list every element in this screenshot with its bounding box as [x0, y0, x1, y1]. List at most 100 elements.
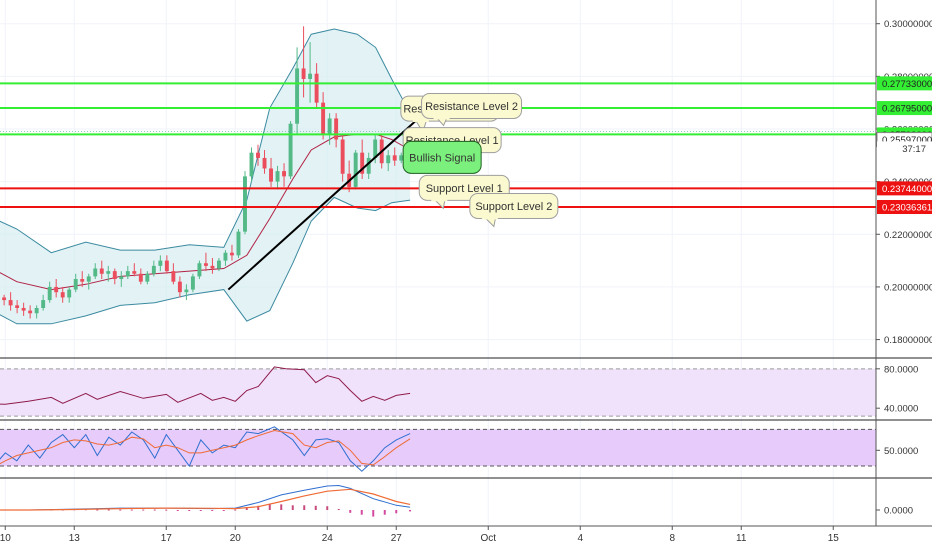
candle-body [158, 260, 163, 266]
macd-histogram-bar [130, 509, 133, 511]
candle-body [171, 271, 176, 282]
candle-body [190, 276, 195, 290]
date-tick-label: 15 [828, 533, 840, 544]
date-tick-label: 11 [736, 533, 747, 544]
rsi-line [0, 366, 411, 405]
candle-body [41, 300, 46, 308]
candle-body [177, 281, 182, 293]
price-level-tag-label: 0.25597000 [882, 135, 932, 146]
stoch-k-line [0, 426, 411, 472]
price-level-tag-label: 0.23036361 [882, 202, 932, 213]
callout-box [402, 140, 482, 174]
callout-label: Resistance Level 2 [425, 101, 518, 113]
candle-body [21, 307, 26, 311]
candle-body [360, 152, 365, 174]
candle-body [138, 273, 143, 282]
stoch-tick-label: 50.0000 [884, 446, 918, 457]
macd-histogram-bar [268, 503, 271, 510]
candle-body [119, 276, 124, 280]
macd-histogram-bar [153, 509, 156, 511]
callout-join [412, 118, 429, 123]
rsi-band-fill [0, 368, 876, 417]
macd-histogram-bar [211, 510, 214, 511]
candle-body [34, 307, 39, 314]
candle-body [67, 289, 72, 298]
macd-histogram-bar [291, 505, 294, 510]
candle-body [373, 139, 378, 158]
macd-histogram-bar [245, 507, 248, 510]
price-tick-label: 0.30000000 [884, 19, 932, 30]
candle-body [8, 300, 13, 306]
date-tick-label: 4 [577, 533, 583, 544]
callout-label: Bullish Signal [409, 152, 475, 164]
macd-histogram-bar [199, 510, 202, 511]
macd-histogram-bar [372, 510, 375, 517]
bollinger-lower-line [0, 196, 411, 325]
callout-box [421, 92, 523, 119]
callout-label: Support Level 2 [475, 201, 552, 213]
trendline [227, 119, 418, 291]
candle-body [340, 139, 345, 174]
candle-body [203, 263, 208, 266]
callout-join [431, 197, 448, 202]
macd-histogram-bar [176, 510, 179, 511]
price-level-tag-label: 0.27733000 [882, 79, 932, 90]
candle-body [93, 268, 98, 277]
candle-body [399, 155, 404, 161]
macd-histogram-bar [222, 510, 225, 511]
candle-body [386, 155, 391, 164]
macd-histogram-bar [395, 510, 398, 514]
price-level-tag-label: 0.26795000 [882, 104, 932, 115]
countdown-tag [877, 141, 932, 156]
price-tick-label: 0.22000000 [884, 230, 932, 241]
macd-histogram-bar [303, 505, 306, 510]
date-tick-label: 17 [161, 533, 173, 544]
candle-body [164, 260, 169, 272]
candle-body [125, 271, 130, 277]
date-tick-label: 8 [669, 533, 675, 544]
macd-histogram-bar [107, 509, 110, 511]
callout-bullish-signal: Bullish Signal [402, 140, 482, 174]
callout-join [433, 115, 450, 120]
candle-body [301, 68, 306, 79]
macd-histogram-bar [257, 505, 260, 510]
candle-body [28, 310, 33, 314]
macd-histogram-bar [383, 510, 386, 515]
callout-resistance-level-2: Resistance Level 2 [421, 92, 523, 127]
candle-body [314, 73, 319, 103]
date-tick-label: 13 [69, 533, 81, 544]
candle-body [275, 171, 280, 182]
candle-body [2, 297, 7, 301]
candle-body [86, 276, 91, 282]
rsi-tick-label: 40.0000 [884, 404, 918, 415]
candle-body [145, 273, 150, 282]
candle-body [54, 286, 59, 293]
macd-signal-line [0, 488, 411, 511]
date-tick-label: 24 [322, 533, 334, 544]
candle-body [327, 118, 332, 135]
candle-body [353, 152, 358, 187]
candle-body [392, 155, 397, 161]
candle-body [99, 268, 104, 274]
price-level-tag [877, 101, 932, 116]
callout-label: Support Level 1 [426, 183, 503, 195]
candle-body [73, 279, 78, 290]
macd-histogram-bar [165, 509, 168, 511]
price-level-tag [877, 181, 932, 196]
candle-body [308, 73, 313, 79]
macd-histogram-bar [314, 505, 317, 510]
candle-body [80, 279, 85, 282]
candle-body [295, 68, 300, 124]
candle-body [223, 252, 228, 261]
candle-body [334, 118, 339, 140]
macd-histogram-bar [188, 510, 191, 511]
macd-histogram-bar [360, 510, 363, 515]
candle-body [366, 157, 371, 174]
callout-support-level-2: Support Level 2 [469, 192, 559, 228]
date-tick-label: Oct [480, 533, 496, 544]
candle-body [210, 265, 215, 269]
macd-tick-label: 0.0000 [884, 506, 913, 517]
macd-histogram-bar [234, 509, 237, 511]
price-level-tag [877, 199, 932, 214]
